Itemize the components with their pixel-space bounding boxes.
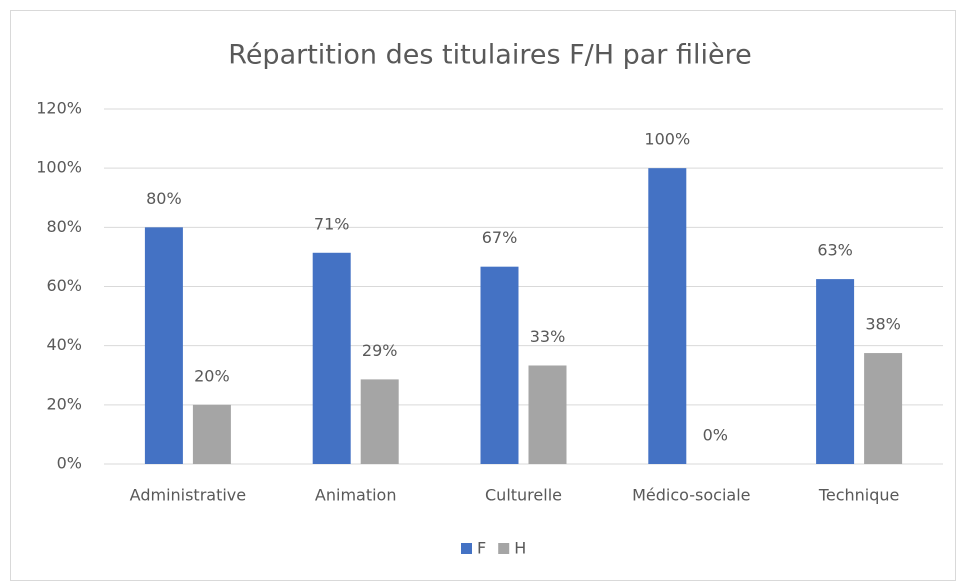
x-tick-label: Administrative <box>130 486 246 505</box>
data-label: 33% <box>530 327 566 346</box>
x-tick-label: Technique <box>818 486 900 505</box>
data-label: 100% <box>644 130 690 149</box>
x-tick-label: Culturelle <box>485 486 562 505</box>
data-label: 0% <box>703 426 728 445</box>
bar <box>864 353 903 464</box>
y-tick-label: 60% <box>46 276 82 295</box>
legend-swatch <box>498 543 510 554</box>
bar <box>528 365 567 464</box>
legend-label: F <box>477 539 486 558</box>
bar <box>312 252 351 464</box>
data-label: 80% <box>146 189 182 208</box>
data-label: 71% <box>314 214 350 233</box>
legend-label: H <box>514 539 526 558</box>
bar <box>144 227 183 464</box>
data-label: 67% <box>482 228 518 247</box>
y-tick-label: 40% <box>46 335 82 354</box>
y-tick-label: 120% <box>36 99 82 118</box>
y-tick-label: 20% <box>46 394 82 413</box>
y-tick-label: 80% <box>46 217 82 236</box>
chart-title: Répartition des titulaires F/H par filiè… <box>228 40 751 71</box>
bar <box>648 168 687 464</box>
bar <box>816 279 855 464</box>
y-tick-label: 0% <box>57 454 82 473</box>
data-label: 38% <box>865 315 901 334</box>
bar <box>360 379 399 464</box>
data-label: 20% <box>194 366 230 385</box>
x-tick-label: Médico-sociale <box>632 486 750 505</box>
x-tick-label: Animation <box>315 486 397 505</box>
y-tick-label: 100% <box>36 158 82 177</box>
bar <box>192 404 231 464</box>
legend-swatch <box>461 543 472 554</box>
bar <box>480 266 519 464</box>
data-label: 29% <box>362 341 398 360</box>
data-label: 63% <box>817 241 853 260</box>
